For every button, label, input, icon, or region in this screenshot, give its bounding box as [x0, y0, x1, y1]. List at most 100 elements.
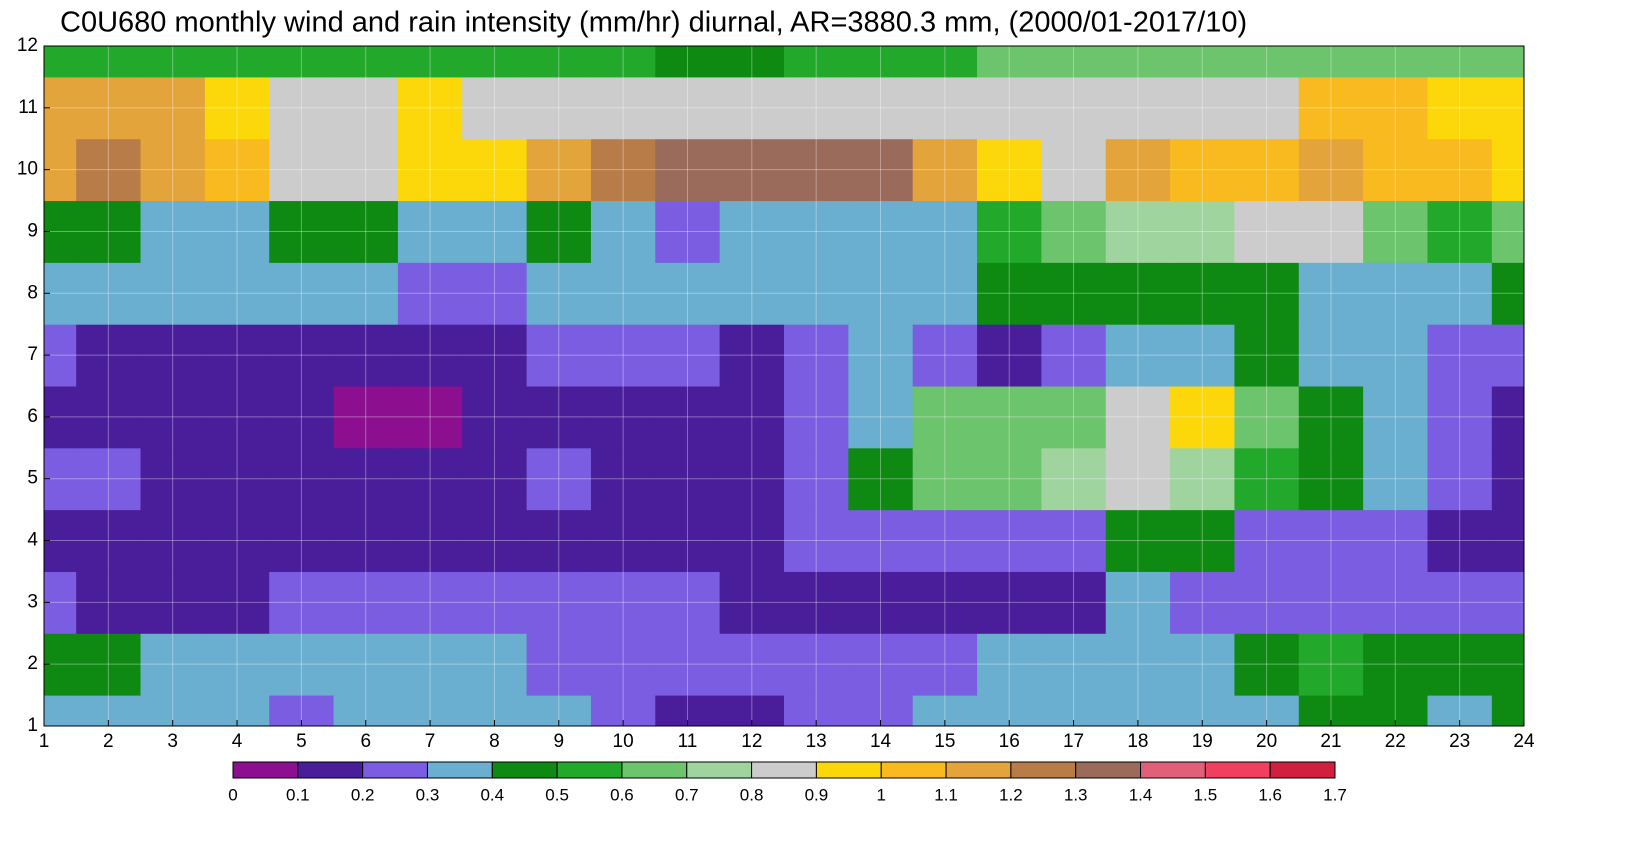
x-tick-label: 10 [613, 731, 634, 752]
colorbar-swatch [621, 761, 688, 779]
contour-cell [1041, 200, 1107, 263]
colorbar-label: 1.7 [1323, 785, 1347, 804]
y-tick-label: 6 [27, 406, 38, 427]
contour-cell [269, 200, 335, 263]
contour-cell [333, 324, 399, 387]
x-tick-label: 7 [425, 731, 436, 752]
colorbar-label: 1.6 [1258, 785, 1282, 804]
contour-cell [1427, 138, 1493, 202]
contour-cell [204, 571, 270, 634]
x-tick-label: 11 [678, 731, 698, 752]
contour-cell [590, 324, 656, 387]
contour-cell [140, 509, 206, 572]
y-tick-label: 5 [27, 468, 38, 489]
colorbar-label: 1.3 [1064, 785, 1088, 804]
contour-cell [784, 262, 849, 325]
contour-cell [140, 633, 206, 696]
contour-cell [590, 509, 656, 572]
contour-cell [1105, 200, 1171, 263]
colorbar-label: 0.6 [610, 785, 634, 804]
contour-cell [1491, 633, 1525, 696]
contour-cell [1363, 262, 1428, 325]
contour-cell [1041, 633, 1107, 696]
x-tick-label: 21 [1320, 731, 1341, 752]
x-tick-label: 18 [1127, 731, 1148, 752]
contour-cell [1427, 324, 1493, 387]
contour-cell [76, 46, 142, 78]
contour-cell [1041, 324, 1107, 387]
contour-cell [784, 76, 849, 140]
contour-cell [526, 571, 592, 634]
contour-cell [526, 76, 592, 140]
contour-cell [140, 138, 206, 202]
contour-cell [1234, 76, 1300, 140]
contour-cell [912, 509, 978, 572]
contour-cell [204, 262, 270, 325]
contour-cell [140, 262, 206, 325]
contour-cell [590, 76, 656, 140]
contour-cell [333, 509, 399, 572]
contour-cell [1491, 76, 1525, 140]
x-tick-label: 20 [1256, 731, 1277, 752]
contour-cell [333, 46, 399, 78]
chart-title: C0U680 monthly wind and rain intensity (… [60, 7, 1247, 39]
contour-cell [784, 46, 849, 78]
contour-cell [526, 509, 592, 572]
contour-cell [1427, 262, 1493, 325]
contour-cell [977, 447, 1042, 511]
x-tick-label: 2 [103, 731, 114, 752]
contour-cell [204, 324, 270, 387]
contour-cell [76, 571, 142, 634]
contour-cell [719, 324, 785, 387]
contour-cell [1041, 138, 1107, 202]
contour-cell [1491, 138, 1525, 202]
contour-cell [655, 200, 721, 263]
contour-cell [526, 447, 592, 511]
contour-cell [76, 509, 142, 572]
contour-cell [204, 386, 270, 449]
contour-cell [719, 571, 785, 634]
colorbar-swatch [491, 761, 558, 779]
contour-cell [204, 46, 270, 78]
contour-cell [397, 386, 463, 449]
contour-cell [526, 262, 592, 325]
contour-cell [1298, 138, 1364, 202]
contour-cell [655, 46, 721, 78]
contour-cell [1105, 138, 1171, 202]
contour-cell [719, 200, 785, 263]
x-tick-label: 22 [1385, 731, 1406, 752]
contour-cell [1234, 324, 1300, 387]
colorbar-swatch [1269, 761, 1336, 779]
contour-cell [848, 200, 914, 263]
colorbar-swatch [686, 761, 753, 779]
colorbar-swatch [1010, 761, 1077, 779]
contour-cell [912, 571, 978, 634]
contour-cell [1170, 633, 1235, 696]
x-tick-label: 9 [553, 731, 564, 752]
contour-cell [204, 509, 270, 572]
contour-cell [44, 46, 77, 78]
colorbar-label: 0.9 [805, 785, 829, 804]
contour-cell [1427, 633, 1493, 696]
contour-cell [1363, 200, 1428, 263]
contour-cell [140, 571, 206, 634]
contour-cell [1427, 447, 1493, 511]
colorbar-label: 1.1 [934, 785, 958, 804]
contour-cell [1170, 571, 1235, 634]
contour-cell [590, 200, 656, 263]
contour-cell [1105, 447, 1171, 511]
contour-cell [1234, 200, 1300, 263]
contour-cell [333, 633, 399, 696]
contour-cell [784, 509, 849, 572]
contour-cell [719, 262, 785, 325]
colorbar-label: 1 [877, 785, 886, 804]
contour-cell [140, 386, 206, 449]
contour-cell [140, 200, 206, 263]
contour-cell [1170, 46, 1235, 78]
contour-cell [462, 447, 528, 511]
contour-cell [526, 386, 592, 449]
contour-cell [1298, 200, 1364, 263]
contour-cell [848, 509, 914, 572]
contour-cell [76, 76, 142, 140]
